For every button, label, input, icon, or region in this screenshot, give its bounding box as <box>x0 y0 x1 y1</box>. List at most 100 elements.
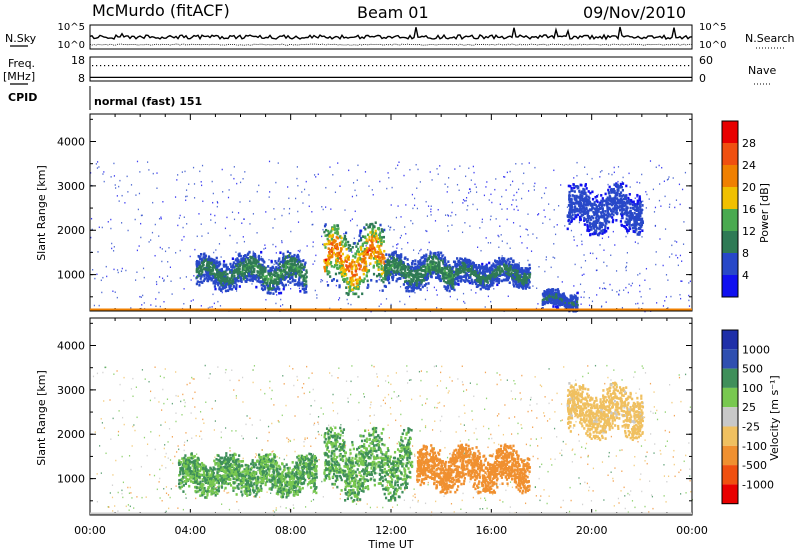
echo-cell <box>279 291 283 295</box>
echo-cell <box>367 283 370 287</box>
echo-cell <box>517 271 520 274</box>
echo-cell <box>435 267 438 271</box>
echo-cell <box>287 275 290 278</box>
echo-cell <box>294 269 297 273</box>
echo-cell <box>179 249 181 252</box>
echo-cell <box>381 230 385 233</box>
echo-cell <box>598 227 601 231</box>
echo-cell <box>579 206 582 209</box>
echo-cell <box>163 279 165 281</box>
echo-cell <box>505 275 509 279</box>
echo-cell <box>213 272 216 276</box>
echo-cell <box>335 245 339 248</box>
echo-cell <box>490 264 493 267</box>
echo-cell <box>580 233 582 236</box>
echo-cell <box>253 261 256 265</box>
echo-cell <box>393 265 396 268</box>
echo-cell <box>378 247 381 250</box>
echo-cell <box>543 192 546 195</box>
echo-cell <box>205 265 208 269</box>
echo-cell <box>558 297 561 300</box>
echo-cell <box>569 294 572 298</box>
echo-cell <box>339 237 341 239</box>
echo-cell <box>150 304 152 306</box>
echo-cell <box>553 226 555 228</box>
echo-cell <box>601 222 604 225</box>
echo-cell <box>102 173 104 175</box>
nave-point <box>468 65 470 67</box>
echo-cell <box>304 261 307 265</box>
echo-cell <box>459 279 463 283</box>
echo-cell <box>567 304 570 308</box>
echo-cell <box>379 231 382 234</box>
echo-cell <box>183 302 185 305</box>
echo-cell <box>416 286 419 290</box>
echo-cell <box>297 184 299 187</box>
echo-cell <box>569 203 572 207</box>
echo-cell <box>156 187 158 189</box>
echo-cell <box>351 272 354 275</box>
echo-cell <box>202 279 205 283</box>
echo-cell <box>358 280 361 284</box>
echo-cell <box>490 279 493 282</box>
echo-cell <box>390 253 393 256</box>
echo-cell <box>634 197 636 199</box>
echo-cell <box>163 280 165 282</box>
echo-cell <box>461 231 464 234</box>
echo-cell <box>621 181 623 183</box>
echo-cell <box>347 302 349 305</box>
echo-cell <box>479 268 482 272</box>
echo-cell <box>544 270 546 273</box>
echo-cell <box>357 295 360 299</box>
echo-cell <box>138 245 140 247</box>
echo-cell <box>354 270 358 273</box>
echo-cell <box>550 266 552 269</box>
echo-cell <box>437 208 439 211</box>
date-title: 09/Nov/2010 <box>583 3 686 22</box>
echo-cell <box>353 286 356 290</box>
echo-cell <box>321 235 323 238</box>
echo-cell <box>574 295 577 299</box>
echo-cell <box>342 278 345 282</box>
echo-cell <box>366 271 369 274</box>
echo-cell <box>557 293 560 296</box>
nave-point <box>552 65 554 67</box>
echo-cell <box>278 276 281 280</box>
echo-cell <box>268 272 272 275</box>
echo-cell <box>185 199 187 202</box>
echo-cell <box>311 223 313 226</box>
echo-cell <box>295 197 297 200</box>
echo-cell <box>426 215 429 217</box>
echo-cell <box>601 169 603 172</box>
echo-cell <box>460 257 463 261</box>
echo-cell <box>642 209 644 211</box>
echo-cell <box>261 288 265 292</box>
echo-cell <box>596 294 598 296</box>
echo-cell <box>293 263 296 267</box>
echo-cell <box>340 273 343 276</box>
echo-cell <box>392 258 395 262</box>
echo-cell <box>277 259 280 263</box>
echo-cell <box>285 262 288 266</box>
echo-cell <box>600 306 603 308</box>
echo-cell <box>635 204 639 208</box>
echo-cell <box>380 264 383 268</box>
echo-cell <box>119 179 121 182</box>
noise-left-tick-bottom: 10^0 <box>58 40 85 51</box>
nave-tick-bottom: 0 <box>699 72 706 85</box>
nave-point <box>380 65 382 67</box>
echo-cell <box>434 251 437 255</box>
echo-cell <box>390 276 394 279</box>
echo-cell <box>111 247 113 250</box>
echo-cell <box>241 222 243 224</box>
echo-cell <box>395 269 399 273</box>
echo-cell <box>596 200 599 204</box>
nave-point <box>108 65 110 67</box>
echo-cell <box>459 165 461 167</box>
echo-cell <box>200 280 203 284</box>
echo-cell <box>290 287 292 290</box>
echo-cell <box>505 272 508 276</box>
echo-cell <box>486 270 489 273</box>
echo-cell <box>185 195 187 198</box>
echo-cell <box>395 264 399 268</box>
